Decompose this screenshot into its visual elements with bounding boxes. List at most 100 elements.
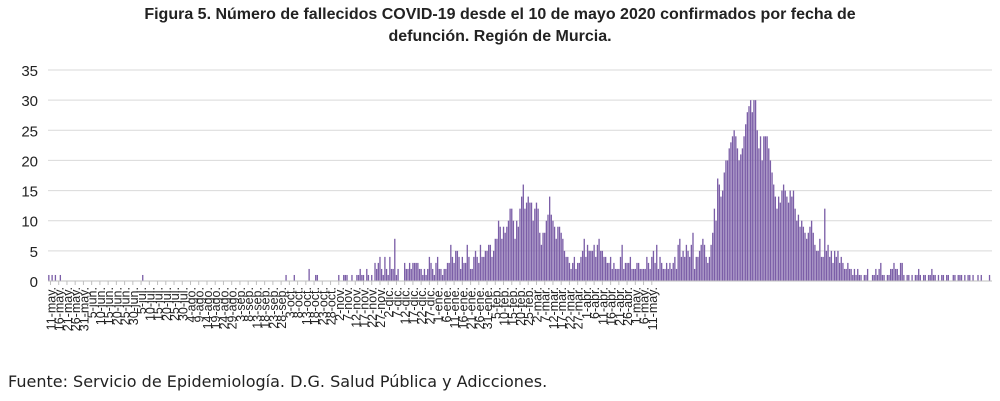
bar — [413, 262, 416, 281]
bar — [745, 124, 747, 281]
x-tick-label: 16-abr. — [605, 287, 619, 326]
x-tick-label: 14-ago. — [201, 287, 215, 329]
bar — [408, 262, 411, 281]
bar — [646, 256, 648, 281]
bar — [837, 250, 839, 281]
x-tick-label: 31-ene. — [481, 287, 495, 329]
bar — [916, 274, 918, 281]
bar — [362, 274, 365, 281]
bar — [946, 274, 948, 281]
bar — [670, 268, 673, 281]
bar — [652, 250, 655, 281]
bar — [898, 274, 900, 281]
bar — [455, 250, 457, 281]
bar — [535, 202, 538, 281]
bar — [799, 226, 801, 281]
bar — [819, 238, 821, 281]
bar — [464, 262, 467, 281]
bar — [840, 256, 842, 281]
bar — [460, 268, 462, 281]
x-tick-label: 13-oct. — [300, 287, 314, 325]
bar — [504, 232, 506, 281]
bar — [486, 250, 488, 281]
bar — [929, 274, 931, 281]
bar — [675, 268, 678, 281]
bar — [614, 268, 617, 281]
bar — [494, 238, 496, 281]
x-tick-label: 7-nov. — [341, 287, 355, 321]
bar — [875, 268, 877, 281]
x-tick-label: 21-abr. — [613, 287, 627, 326]
bar — [593, 244, 595, 281]
bar — [397, 268, 399, 281]
bar — [560, 232, 562, 281]
bar — [649, 268, 651, 281]
bar — [404, 262, 406, 281]
bar — [410, 268, 412, 281]
x-tick-label: 1-may. — [629, 287, 643, 324]
bar — [814, 244, 816, 281]
bar — [529, 202, 531, 281]
x-tick-label: 25-jun. — [119, 287, 133, 325]
x-tick-label: 18-oct. — [308, 287, 322, 325]
x-tick-label: 12-nov. — [349, 287, 363, 328]
bar — [661, 262, 663, 281]
bar — [456, 250, 459, 281]
x-tick-label: 15-feb. — [506, 287, 520, 326]
x-tick-label: 29-ago. — [226, 287, 240, 329]
bar — [440, 268, 442, 281]
bar — [525, 202, 528, 281]
bar — [827, 244, 829, 281]
x-tick-label: 11-may. — [44, 287, 58, 330]
x-tick-label: 10-jul. — [143, 287, 157, 321]
bar — [773, 184, 775, 281]
bar — [830, 250, 833, 281]
bar — [628, 262, 630, 281]
bar — [570, 268, 572, 281]
bar — [469, 268, 472, 281]
bar — [931, 268, 933, 281]
bar — [677, 244, 679, 281]
bar — [425, 274, 427, 281]
bar — [947, 274, 949, 281]
bar — [351, 274, 353, 281]
bar — [499, 226, 501, 281]
x-tick-label: 6-may. — [638, 287, 652, 324]
bar — [684, 256, 686, 281]
bar — [357, 274, 360, 281]
bar — [964, 274, 966, 281]
bar — [890, 268, 892, 281]
bar — [759, 136, 762, 281]
bar — [631, 268, 633, 281]
bar — [506, 226, 508, 281]
bar — [690, 244, 692, 281]
bar — [376, 268, 378, 281]
bar — [611, 268, 613, 281]
bar — [377, 262, 379, 281]
bar — [446, 262, 449, 281]
bar — [633, 268, 635, 281]
bar — [359, 268, 361, 281]
bar — [980, 274, 982, 281]
bar — [542, 232, 544, 281]
bar — [443, 268, 445, 281]
bar — [749, 100, 752, 281]
bar — [422, 274, 424, 281]
y-tick-label: 25 — [21, 123, 38, 140]
bar — [777, 196, 780, 281]
bar — [822, 256, 824, 281]
bar — [878, 268, 880, 281]
bar — [520, 196, 523, 281]
x-tick-label: 10-jun. — [94, 287, 108, 325]
x-tick-label: 15-jul. — [152, 287, 166, 321]
bar — [779, 202, 781, 281]
bar — [703, 244, 706, 281]
bar — [575, 268, 577, 281]
bar — [708, 256, 711, 281]
bar — [776, 208, 778, 281]
bar — [758, 148, 760, 281]
x-tick-label: 10-feb. — [498, 287, 512, 326]
bar — [346, 274, 348, 281]
bar — [746, 112, 749, 281]
bar — [453, 262, 455, 281]
